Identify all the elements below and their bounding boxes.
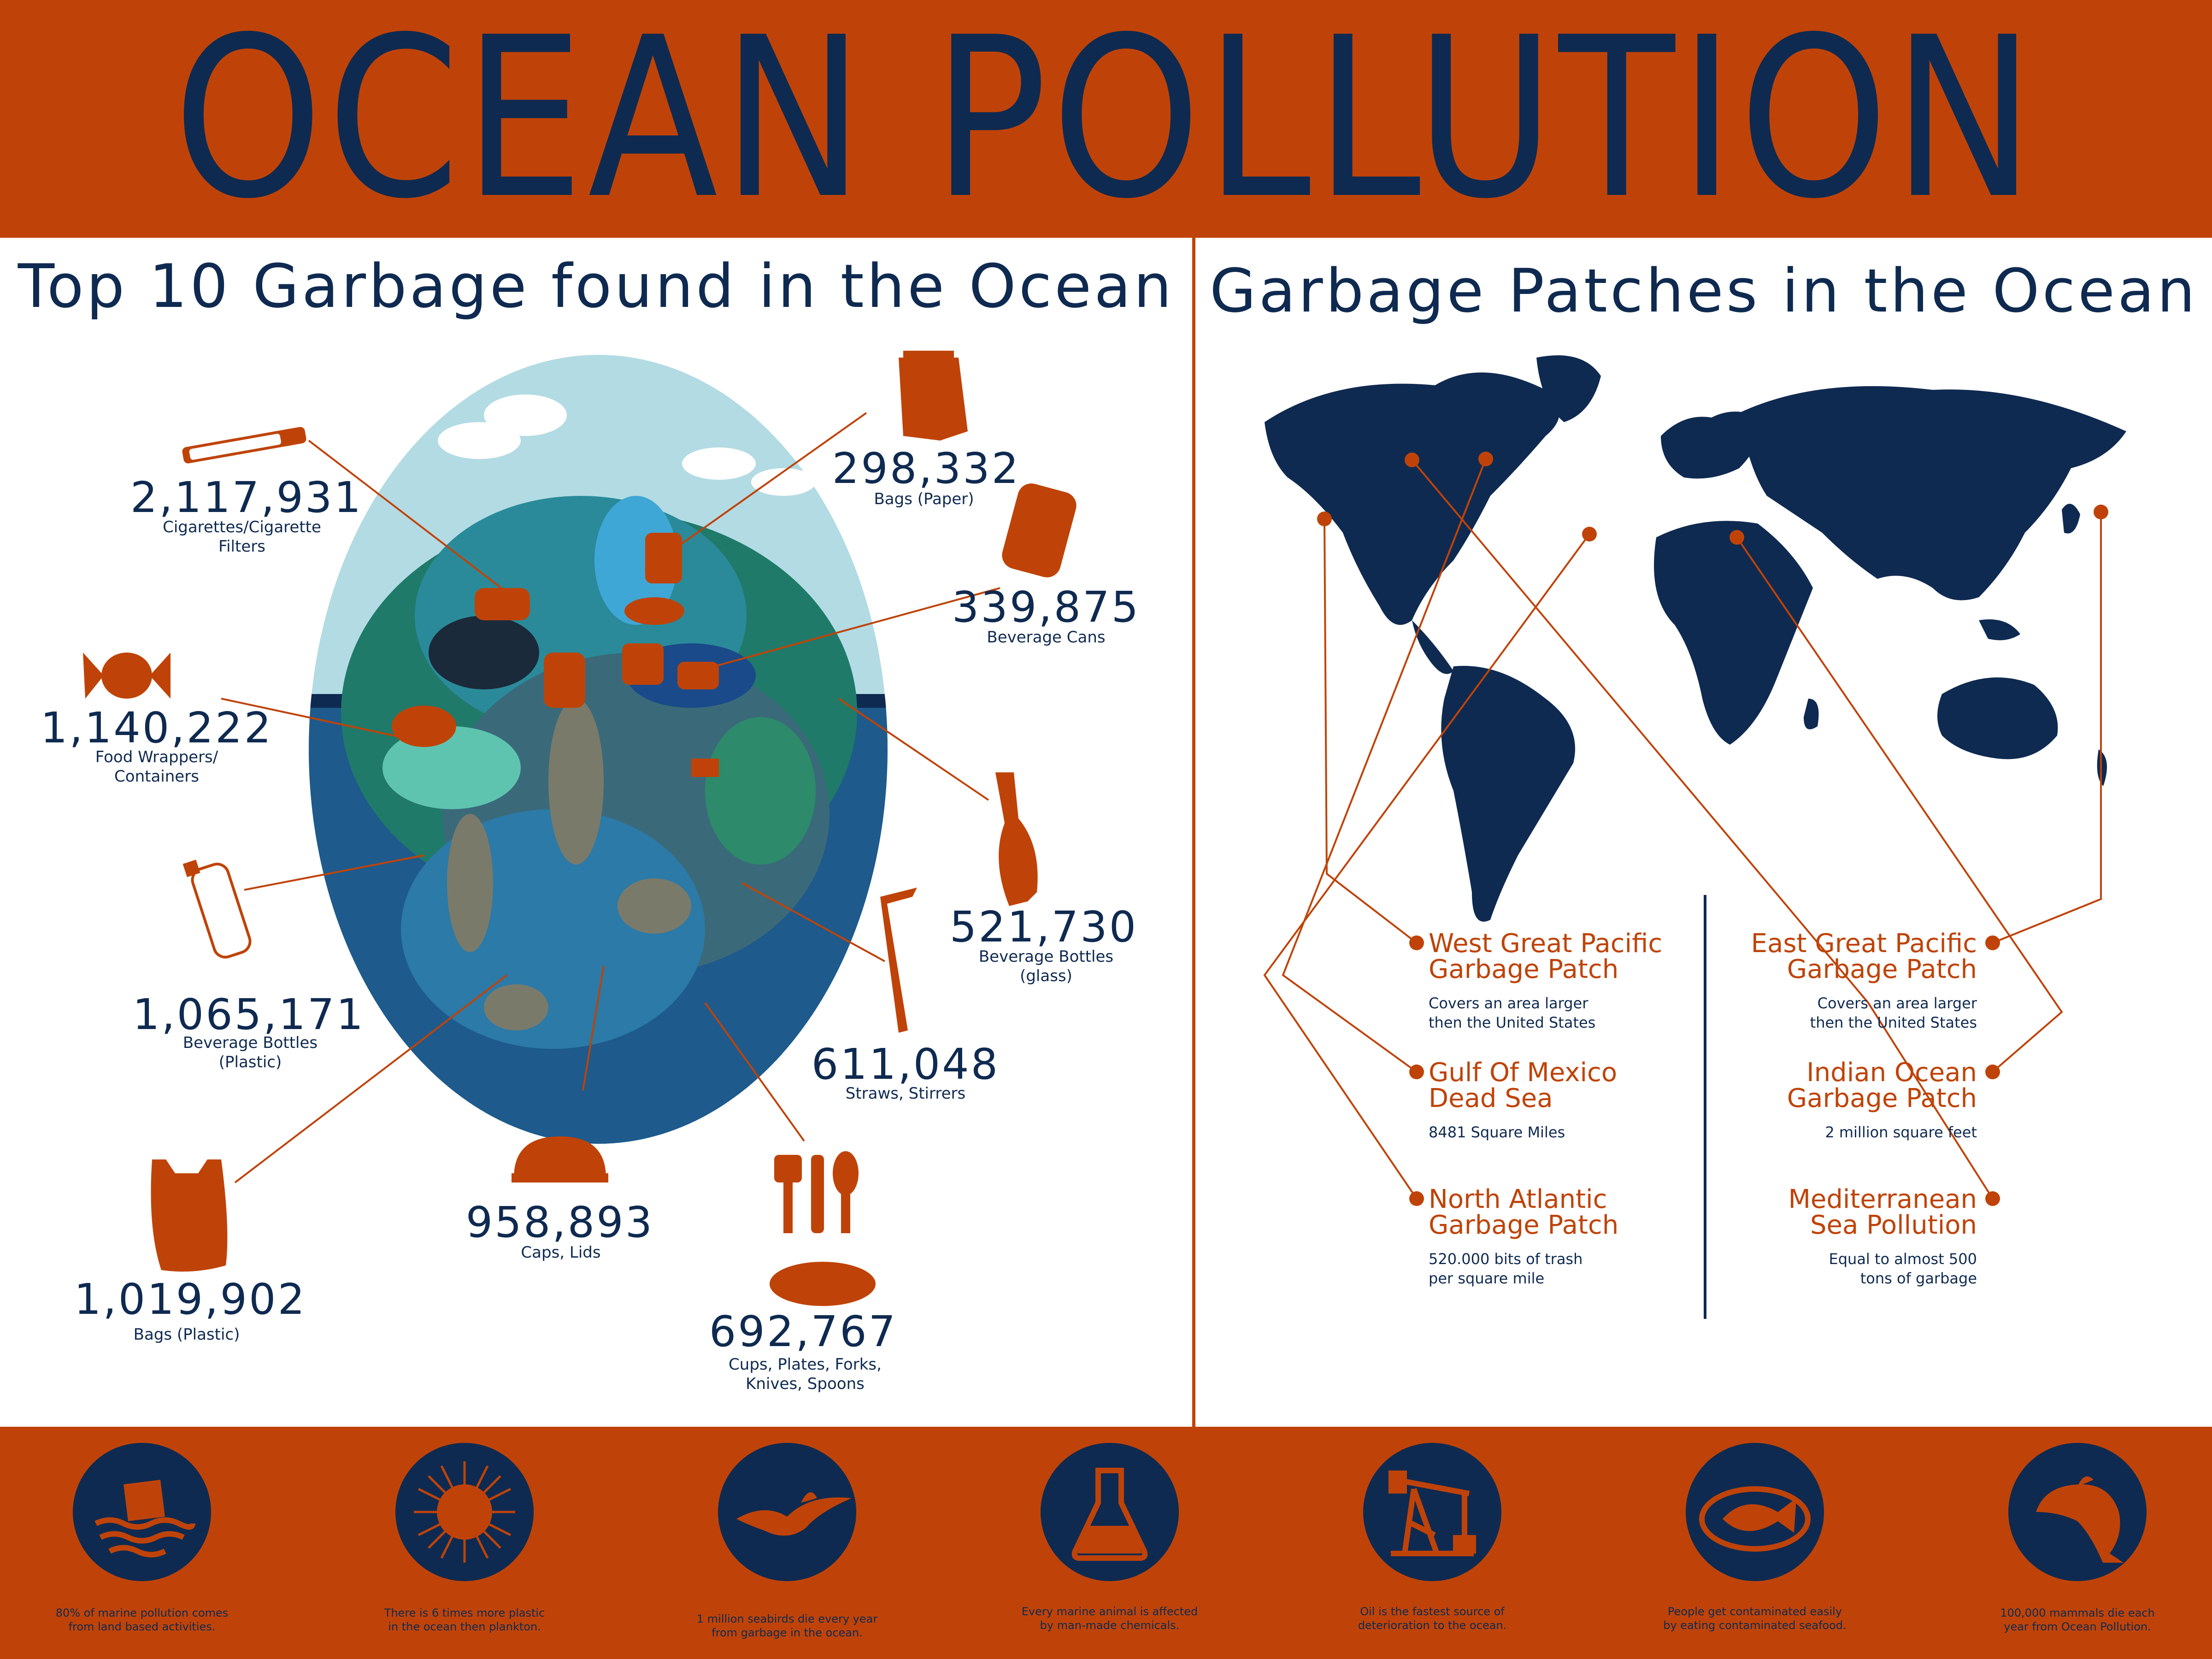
fact-circle-3 (718, 1443, 856, 1581)
center-divider (1192, 238, 1195, 1427)
bottle-cap-icon (512, 1136, 608, 1182)
fact-text-3: 1 million seabirds die every year from g… (696, 1612, 878, 1639)
fact-circle-7 (2008, 1443, 2147, 1581)
patch-title: East Great Pacific Garbage Patch (1751, 929, 1977, 984)
patch-gulf-mexico: Gulf Of Mexico Dead Sea 8481 Square Mile… (1429, 1060, 1687, 1142)
cigarettes-label: Cigarettes/Cigarette Filters (163, 518, 321, 556)
cigarette-icon (182, 427, 306, 464)
patch-desc: 520.000 bits of trash per square mile (1429, 1250, 1583, 1287)
cutlery-icon (770, 1151, 876, 1306)
fact-text-1: 80% of marine pollution comes from land … (55, 1606, 229, 1633)
patch-title: Indian Ocean Garbage Patch (1787, 1058, 1977, 1113)
patch-north-atlantic: North Atlantic Garbage Patch 520.000 bit… (1429, 1187, 1687, 1288)
beverage-cans-value: 339,875 (952, 582, 1141, 632)
fact-circle-2 (395, 1443, 534, 1581)
patch-title: North Atlantic Garbage Patch (1429, 1184, 1619, 1240)
glass-bottles-label: Beverage Bottles (glass) (978, 947, 1114, 985)
cigarettes-value: 2,117,931 (130, 473, 363, 522)
paper-bags-label: Bags (Paper) (874, 490, 974, 508)
patch-title: West Great Pacific Garbage Patch (1429, 929, 1663, 984)
oil-pump-icon (1388, 1471, 1476, 1556)
patch-indian-ocean: Indian Ocean Garbage Patch 2 million squ… (1719, 1060, 1977, 1142)
fact-circle-1 (73, 1443, 211, 1581)
plastic-bags-value: 1,019,902 (74, 1275, 307, 1324)
fact-circle-6 (1686, 1443, 1824, 1581)
straw-icon (880, 888, 917, 1033)
sinking-trash-icon (94, 1480, 195, 1558)
garbage-section-title: Top 10 Garbage found in the Ocean (18, 251, 1175, 321)
fact-text-7: 100,000 mammals die each year from Ocean… (2000, 1606, 2155, 1633)
patch-mediterranean: Mediterranean Sea Pollution Equal to alm… (1719, 1187, 1977, 1288)
garbage-globe-graphic (83, 351, 1077, 1306)
can-icon (1002, 483, 1077, 577)
plastic-bottles-value: 1,065,171 (132, 990, 365, 1039)
fact-text-5: Oil is the fastest source of deteriorati… (1358, 1605, 1507, 1632)
plastic-bag-icon (151, 1159, 228, 1272)
patch-desc: Covers an area larger then the United St… (1429, 994, 1596, 1031)
plastic-bottles-label: Beverage Bottles (Plastic) (182, 1034, 318, 1071)
plastic-bags-label: Bags (Plastic) (133, 1325, 240, 1344)
fact-text-6: People get contaminated easily by eating… (1663, 1605, 1847, 1632)
patch-desc: Equal to almost 500 tons of garbage (1829, 1250, 1977, 1287)
straws-label: Straws, Stirrers (845, 1084, 966, 1103)
patch-desc: 2 million square feet (1825, 1124, 1977, 1141)
fact-text-2: There is 6 times more plastic in the oce… (384, 1606, 545, 1633)
world-map (1265, 355, 2126, 922)
plastic-bottle-icon (182, 859, 252, 959)
patches-section-title: Garbage Patches in the Ocean (1209, 256, 2198, 326)
fact-text-4: Every marine animal is affected by man-m… (1021, 1605, 1198, 1632)
fact-circle-5 (1363, 1443, 1501, 1581)
straws-value: 611,048 (811, 1040, 1000, 1089)
fact-circle-4 (1041, 1443, 1179, 1581)
food-wrappers-value: 1,140,222 (40, 703, 273, 753)
dolphin-icon (2036, 1476, 2124, 1563)
patch-desc: 8481 Square Miles (1429, 1124, 1565, 1141)
candy-wrapper-icon (83, 653, 171, 699)
cutlery-label: Cups, Plates, Forks, Knives, Spoons (729, 1355, 882, 1393)
patch-desc: Covers an area larger then the United St… (1810, 994, 1977, 1031)
glass-bottles-value: 521,730 (949, 902, 1138, 952)
cutlery-value: 692,767 (709, 1307, 898, 1356)
food-wrappers-label: Food Wrappers/ Containers (95, 748, 218, 786)
beverage-cans-label: Beverage Cans (987, 628, 1106, 647)
patch-east-pacific: East Great Pacific Garbage Patch Covers … (1719, 931, 1977, 1032)
caps-label: Caps, Lids (521, 1243, 601, 1262)
patch-title: Gulf Of Mexico Dead Sea (1429, 1058, 1618, 1113)
paper-bag-icon (899, 351, 968, 441)
world-map-graphic (1263, 355, 2126, 1206)
fish-plate-icon (1699, 1486, 1811, 1552)
paper-bags-value: 298,332 (832, 444, 1021, 493)
page-title: OCEAN POLLUTION (173, 0, 2039, 238)
patch-title: Mediterranean Sea Pollution (1788, 1184, 1977, 1240)
patches-divider (1704, 895, 1706, 1319)
patch-west-pacific: West Great Pacific Garbage Patch Covers … (1429, 931, 1687, 1032)
flask-icon (1071, 1468, 1148, 1561)
plankton-icon (414, 1461, 515, 1563)
glass-bottle-icon (995, 772, 1038, 906)
header-banner (0, 0, 2212, 238)
caps-value: 958,893 (465, 1198, 654, 1247)
seabird-icon (736, 1492, 852, 1536)
